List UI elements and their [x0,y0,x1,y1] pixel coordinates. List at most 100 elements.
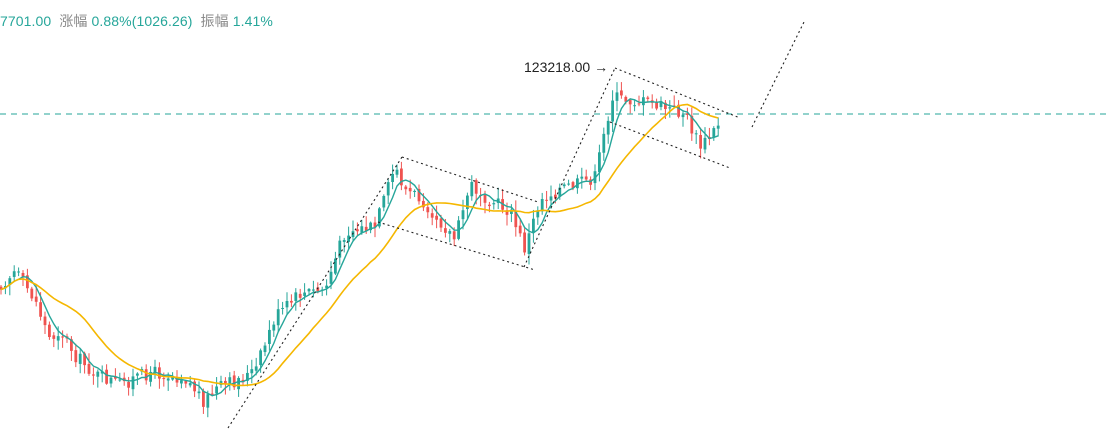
candle-body [276,309,280,326]
candle-body [712,128,716,138]
ma-fast-line [0,98,719,397]
candle-body [391,173,394,182]
candle-body [378,208,381,227]
candle-body [246,372,249,381]
candle-body [171,377,174,380]
candle-body [580,176,584,179]
candle-body [373,222,377,228]
candle-body [96,371,100,377]
candle-body [655,102,658,109]
change-label: 涨幅 [59,13,88,29]
candle-body [483,194,487,203]
pattern-lines-group [227,19,806,429]
candle-body [307,288,311,292]
candle-body [193,381,196,392]
candle-body [144,369,148,381]
candle-body [686,113,689,115]
candle-body [39,302,42,317]
candle-body [699,134,702,149]
candle-body [408,187,412,192]
candle-body [439,218,443,228]
close-value: 7701.00 [0,13,52,29]
candle-body [206,394,210,408]
candle-body [210,393,214,395]
candle-body [342,240,346,242]
candle-body [545,199,548,201]
candle-body [523,232,526,253]
candle-body [166,378,170,381]
candle-body [100,371,104,374]
candle-body [571,182,575,189]
candle-body [518,225,522,234]
candle-body [435,215,438,220]
candle-body [598,152,601,173]
candle-body [87,363,91,374]
candle-body [404,186,408,190]
candle-body [338,240,342,258]
candle-body [716,125,720,129]
candle-body [549,196,553,201]
uptrend-channel-line-2 [523,67,616,268]
candle-body [474,180,478,194]
candle-body [347,235,350,242]
candle-body [184,380,188,384]
candle-body [17,271,20,273]
candle-body [188,383,192,386]
candle-body [334,258,337,274]
candle-body [175,377,179,383]
candle-body [316,287,320,292]
candle-body [628,100,632,105]
candle-body [681,114,685,118]
candle-body [118,379,122,381]
candle-body [422,200,425,208]
candle-body [52,335,56,339]
candle-body [606,120,610,135]
candle-body [56,336,60,341]
candle-body [254,366,258,371]
candle-body [448,231,452,234]
candle-body [527,233,531,254]
candle-body [426,207,430,213]
candle-body [430,213,434,218]
candle-body [461,210,465,220]
candle-body [197,391,201,394]
candle-body [505,210,509,215]
candle-body [78,353,82,364]
candle-body [290,300,293,303]
candle-body [21,272,25,277]
candle-body [250,369,254,374]
candle-body [259,350,262,366]
candle-body [232,375,236,388]
candle-body [153,366,157,374]
candle-body [584,176,588,180]
candle-body [540,199,544,212]
candle-body [237,377,240,390]
candle-body [12,271,16,277]
candle-body [30,288,34,299]
candle-body [646,97,650,99]
candle-body [109,377,113,384]
candle-body [514,210,518,228]
candle-body [488,204,491,207]
candle-body [382,195,386,208]
candle-body [61,336,64,338]
candle-body [615,92,619,101]
change-value: 0.88%(1026.26) [91,13,193,29]
candle-body [263,345,267,353]
candle-body [611,100,614,122]
candles-group [0,82,720,418]
candle-body [536,210,540,218]
candle-body [668,107,672,109]
candle-body [70,339,73,351]
ma-slow-line [0,103,719,387]
candle-body [558,187,562,197]
candle-body [285,300,289,308]
candle-body [470,182,474,197]
candle-body [43,316,47,326]
candle-body [228,377,232,385]
flag-lower-line-1 [377,221,536,271]
candle-body [294,292,298,301]
candle-body [602,133,606,153]
